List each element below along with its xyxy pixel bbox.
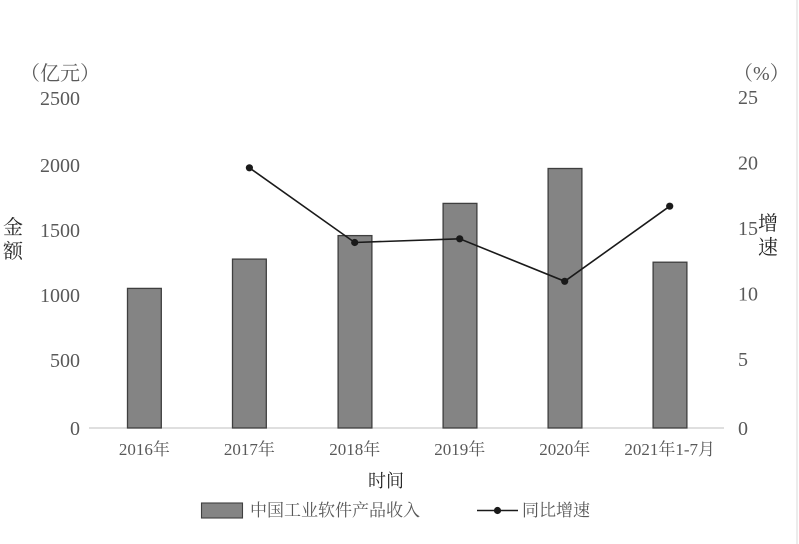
svg-text:2018年: 2018年 bbox=[329, 439, 380, 459]
svg-text:（%）: （%） bbox=[733, 63, 790, 85]
svg-text:2017年: 2017年 bbox=[224, 439, 275, 459]
svg-text:2000: 2000 bbox=[40, 155, 80, 177]
svg-text:2019年: 2019年 bbox=[434, 439, 485, 459]
svg-text:2500: 2500 bbox=[40, 88, 80, 110]
svg-text:15: 15 bbox=[738, 218, 758, 240]
svg-text:增: 增 bbox=[758, 212, 778, 235]
svg-text:金: 金 bbox=[3, 216, 23, 239]
svg-text:2016年: 2016年 bbox=[119, 439, 170, 459]
svg-text:500: 500 bbox=[50, 350, 80, 372]
svg-text:2020年: 2020年 bbox=[539, 439, 590, 459]
svg-text:1500: 1500 bbox=[40, 220, 80, 242]
svg-text:同比增速: 同比增速 bbox=[522, 501, 590, 520]
svg-text:1000: 1000 bbox=[40, 285, 80, 307]
svg-text:10: 10 bbox=[738, 284, 758, 306]
svg-text:中国工业软件产品收入: 中国工业软件产品收入 bbox=[250, 501, 420, 520]
svg-text:0: 0 bbox=[738, 418, 748, 440]
svg-text:25: 25 bbox=[738, 87, 758, 109]
svg-text:额: 额 bbox=[3, 240, 24, 263]
svg-text:（亿元）: （亿元） bbox=[20, 62, 100, 85]
svg-text:时间: 时间 bbox=[368, 471, 404, 491]
svg-text:速: 速 bbox=[758, 236, 778, 259]
svg-text:20: 20 bbox=[738, 153, 758, 175]
svg-text:5: 5 bbox=[738, 349, 748, 371]
svg-text:0: 0 bbox=[70, 418, 80, 440]
svg-text:2021年1-7月: 2021年1-7月 bbox=[624, 439, 715, 459]
